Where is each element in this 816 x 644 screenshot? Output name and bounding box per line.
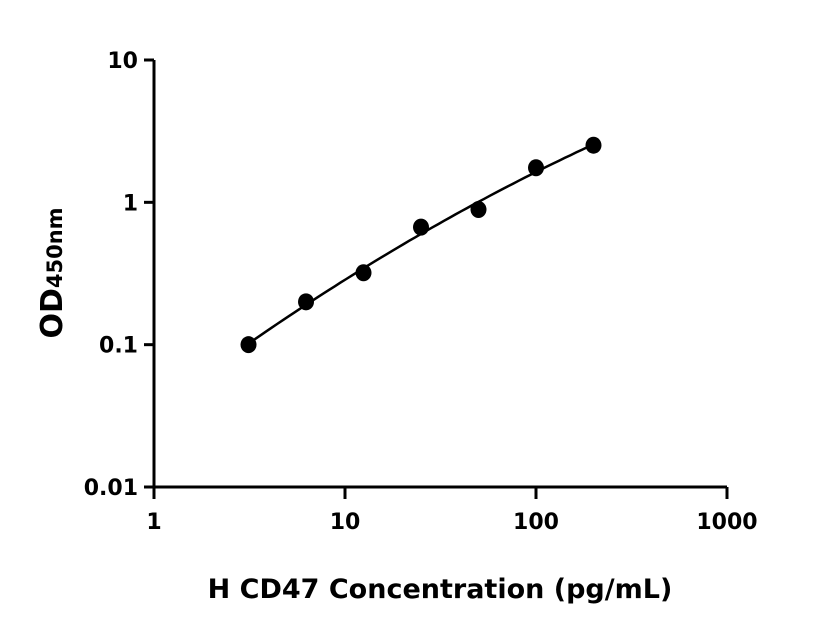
data-point (585, 136, 602, 154)
y-tick-label: 0.1 (99, 334, 138, 359)
x-tick-label: 1 (146, 510, 161, 535)
y-tick-label: 1 (123, 191, 138, 216)
y-axis-label-main: OD (35, 288, 70, 338)
y-tick-label: 10 (107, 49, 138, 74)
x-tick-label: 10 (330, 510, 361, 535)
x-tick-label: 100 (513, 510, 559, 535)
y-axis-label-sub: 450nm (43, 207, 67, 288)
x-axis-label: H CD47 Concentration (pg/mL) (208, 574, 673, 605)
data-point (528, 159, 544, 177)
y-axis-label: OD450nm (35, 207, 70, 338)
axes: 0.01 0.1 1 10 1 10 100 1000 (84, 49, 758, 535)
x-tick-label: 1000 (696, 510, 757, 535)
data-marks (240, 136, 602, 354)
data-point (298, 293, 315, 311)
data-point (355, 264, 372, 282)
data-point (470, 201, 487, 219)
fit-curve (247, 143, 595, 345)
data-point (240, 336, 257, 354)
y-tick-label: 0.01 (84, 476, 138, 501)
data-point (413, 218, 430, 236)
